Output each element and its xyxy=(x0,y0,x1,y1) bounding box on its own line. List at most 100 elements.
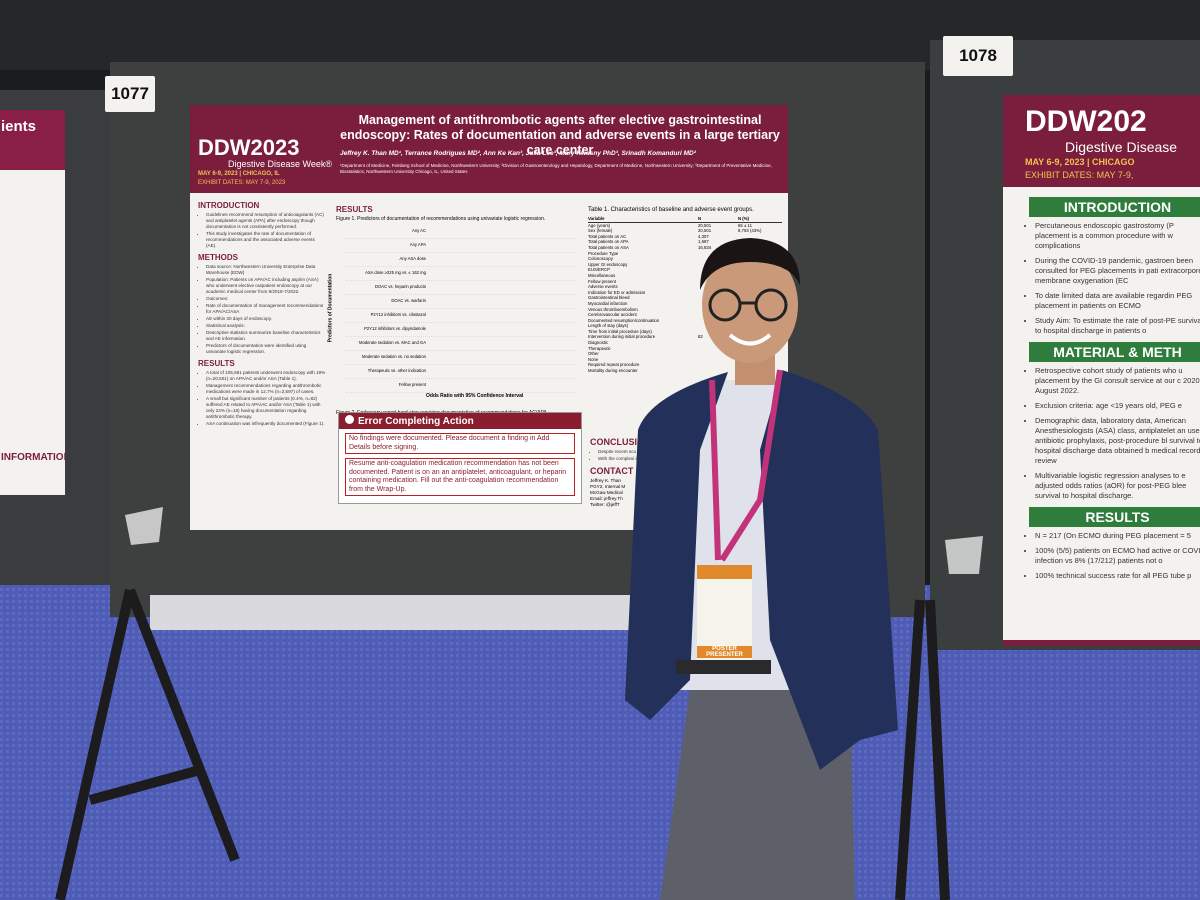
table-cell: Sex (female) xyxy=(588,228,613,234)
table-cell: Myocardial infarction xyxy=(588,300,628,306)
bullet: Guidelines recommend resumption of antic… xyxy=(206,212,326,230)
heading: INFORMATION xyxy=(1,452,65,463)
table-cell: Upper GI endoscopy xyxy=(588,261,628,267)
table-cell: Total patients on AC xyxy=(588,233,627,239)
right-column: Table 1. Characteristics of baseline and… xyxy=(588,207,782,374)
dates: MAY 6-9, 2023 | CHICAGO xyxy=(1025,157,1135,167)
plot-row: DOAC vs. heparin products xyxy=(346,281,576,295)
table-cell: 4,307 xyxy=(698,233,709,239)
table-cell: Variable xyxy=(588,216,605,221)
section-heading: METHODS xyxy=(198,253,238,262)
bullet: Retrospective cohort study of patients w… xyxy=(1035,366,1200,396)
row-label: Moderate sedation vs. MAC and GA xyxy=(358,340,426,345)
table-cell: Colonoscopy xyxy=(588,256,613,262)
glasses xyxy=(708,288,788,322)
easel-right xyxy=(895,599,950,900)
table-cell: EUS/ERCP xyxy=(588,267,610,273)
table-row: Other xyxy=(588,351,782,357)
section-heading: RESULTS xyxy=(336,205,373,214)
section-heading: CONTACT xyxy=(590,466,634,476)
board-number: 1078 xyxy=(943,36,1013,76)
table-cell: Indication for ED or admission xyxy=(588,289,646,295)
poster-header: DDW202 Digestive Disease MAY 6-9, 2023 |… xyxy=(1003,95,1200,187)
plot-row: P2Y12 inhibitors vs. dipyridamole xyxy=(346,323,576,337)
bullet: Population: Patients on APA/AC including… xyxy=(206,277,326,295)
right-poster: DDW202 Digestive Disease MAY 6-9, 2023 |… xyxy=(1003,95,1200,646)
table-row: Colonoscopy xyxy=(588,256,782,262)
bullet: A total of 105,681 patients underwent en… xyxy=(206,370,326,382)
bullet: Study Aim: To estimate the rate of post-… xyxy=(1035,316,1200,336)
bullet: Demographic data, laboratory data, Ameri… xyxy=(1035,416,1200,466)
table-row: Indication for ED or admission xyxy=(588,290,782,296)
jacket-left xyxy=(625,372,728,720)
left-poster: ients INFORMATION xyxy=(0,110,65,495)
logo: DDW202 xyxy=(1025,105,1147,138)
table-cell: Total patients on ASA xyxy=(588,244,629,250)
table-row: Time from initial procedure (days) xyxy=(588,329,782,335)
table-row: Sex (female) 20,501 8,793 (43%) xyxy=(588,228,782,234)
plot-row: ASA dose ≥325 mg vs. ≤ 162 mg xyxy=(346,267,576,281)
face xyxy=(702,247,798,363)
table-cell: Other xyxy=(588,351,599,357)
table-cell: N xyxy=(698,216,702,221)
bullet: This study investigates the rate of docu… xyxy=(206,231,326,249)
table-cell: 20,501 xyxy=(698,222,712,228)
table-cell: 82 xyxy=(698,334,703,340)
bullet: During the COVID-19 pandemic, gastroen b… xyxy=(1035,256,1200,286)
table-caption: Table 1. Characteristics of baseline and… xyxy=(588,207,754,213)
affiliations: ¹Department of Medicine, Feinberg School… xyxy=(340,163,772,174)
easel-left xyxy=(55,588,240,900)
bullet-list: A total of 105,681 patients underwent en… xyxy=(198,370,326,427)
bullet: Descriptive statistics summarize baselin… xyxy=(206,330,326,342)
cup xyxy=(945,536,983,574)
badge-band xyxy=(697,565,752,579)
table-cell: 16,834 xyxy=(698,244,712,250)
error-title-text: Error Completing Action xyxy=(358,416,474,427)
plot-row: Any ASA dose xyxy=(346,253,576,267)
table-cell: 20,501 xyxy=(698,228,712,234)
poster-title: Management of antithrombotic agents afte… xyxy=(340,113,780,157)
table-row: None xyxy=(588,357,782,363)
plot-row: P2Y12 inhibitors vs. cilostazol xyxy=(346,309,576,323)
bullet: AE within 30 days of endoscopy. xyxy=(206,316,326,322)
error-message: No findings were documented. Please docu… xyxy=(345,433,575,454)
table-row: EUS/ERCP xyxy=(588,267,782,273)
row-label: ASA dose ≥325 mg vs. ≤ 162 mg xyxy=(365,270,426,275)
bullet: N = 217 (On ECMO during PEG placement = … xyxy=(1035,531,1200,541)
table-row: Variable N N (%) xyxy=(588,216,782,223)
bullet: ASA continuation was infrequently docume… xyxy=(206,421,326,427)
section-heading: RESULTS xyxy=(1029,507,1200,527)
bullet: To date limited data are available regar… xyxy=(1035,291,1200,311)
table-row: Procedure Type xyxy=(588,251,782,257)
table-row: Upper GI endoscopy xyxy=(588,262,782,268)
table-cell: Procedure Type xyxy=(588,250,619,256)
bullet-list: Guidelines recommend resumption of antic… xyxy=(198,212,326,249)
error-message: Resume anti-coagulation medication recom… xyxy=(345,458,575,496)
belt xyxy=(676,660,771,674)
error-title: Error Completing Action xyxy=(339,413,581,429)
heading: ients xyxy=(1,118,37,135)
plot-row: Moderate sedation vs. no sedation xyxy=(346,351,576,365)
table-row: Age (years) 20,501 65 ± 11 xyxy=(588,223,782,229)
table-row: Cerebrovascular accident xyxy=(588,312,782,318)
section-heading: CONCLUSIO xyxy=(590,437,644,447)
bullet: Outcomes: xyxy=(206,296,326,302)
row-label: DOAC vs. heparin products xyxy=(375,284,426,289)
logo-subtitle: Digestive Disease Week® xyxy=(228,159,333,169)
table-cell: Time from initial procedure (days) xyxy=(588,328,652,334)
row-label: Moderate sedation vs. no sedation xyxy=(361,354,426,359)
table-row: Myocardial infarction xyxy=(588,301,782,307)
contact-line: Email: jeffrey.Th xyxy=(590,496,623,501)
plot-row: Any APA xyxy=(346,239,576,253)
table-row: Gastrointestinal bleed xyxy=(588,295,782,301)
axis-label: Odds Ratio with 95% Confidence Interval xyxy=(426,393,524,399)
logo-subtitle: Digestive Disease xyxy=(1065,139,1178,155)
table-cell: Miscellaneous xyxy=(588,272,616,278)
authors: Jeffrey K. Than MD¹, Terrance Rodrigues … xyxy=(340,150,696,157)
bullet: Rate of documentation of management reco… xyxy=(206,303,326,315)
table-cell: Age (years) xyxy=(588,222,611,228)
table-row: Total patients on AC 4,307 xyxy=(588,234,782,240)
table-cell: N (%) xyxy=(738,216,749,221)
